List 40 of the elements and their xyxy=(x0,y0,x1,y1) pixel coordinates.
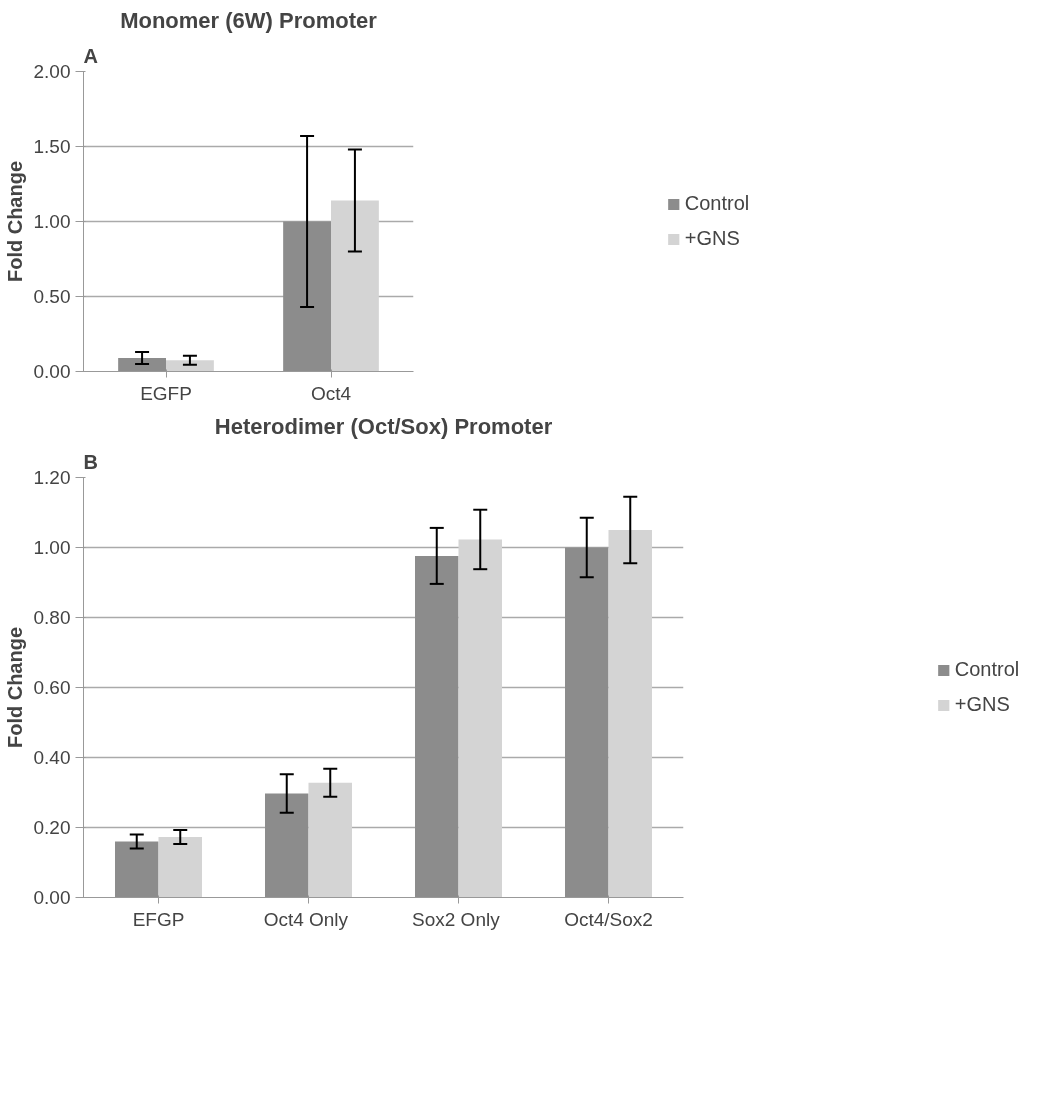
y-tick-label: 0.60 xyxy=(33,677,71,698)
bar xyxy=(166,360,214,372)
bar xyxy=(415,555,459,898)
x-tick-label: Sox2 Only xyxy=(412,908,501,930)
y-tick-label: 2.00 xyxy=(33,61,71,82)
y-tick-label: 0.80 xyxy=(33,607,71,628)
bar xyxy=(308,782,352,898)
bar xyxy=(283,221,331,372)
legend-label: Control xyxy=(684,192,750,215)
x-tick-label: EGFP xyxy=(140,382,192,404)
y-tick-label: 0.20 xyxy=(33,817,71,838)
bar xyxy=(265,793,309,898)
x-tick-label: Oct4/Sox2 xyxy=(564,908,653,930)
y-tick-label: 1.00 xyxy=(33,211,71,232)
y-tick-label: 1.00 xyxy=(33,537,71,558)
y-tick-label: 0.50 xyxy=(33,286,71,307)
text: A xyxy=(83,44,98,67)
legend-label: +GNS xyxy=(954,693,1010,716)
y-tick-label: 0.00 xyxy=(33,887,71,908)
y-tick-label: 1.20 xyxy=(33,467,71,488)
x-tick-label: Oct4 Only xyxy=(263,908,349,930)
bar xyxy=(608,530,652,898)
bar xyxy=(158,836,202,898)
chart-title: Monomer (6W) Promoter xyxy=(120,7,378,33)
chart-title: Heterodimer (Oct/Sox) Promoter xyxy=(214,413,553,439)
bar xyxy=(118,358,166,372)
x-tick-label: Oct4 xyxy=(310,382,352,404)
legend-label: Control xyxy=(954,658,1020,681)
bar xyxy=(458,539,502,898)
y-tick-label: 1.50 xyxy=(33,136,71,157)
y-tick-label: 0.40 xyxy=(33,747,71,768)
bar xyxy=(115,841,159,898)
bar xyxy=(565,547,609,898)
x-tick-label: EFGP xyxy=(132,908,185,930)
y-tick-label: 0.00 xyxy=(33,361,71,382)
y-axis-title: Fold Change xyxy=(3,160,26,283)
bar xyxy=(331,200,379,372)
y-axis-title: Fold Change xyxy=(3,626,26,749)
text: B xyxy=(83,450,98,473)
legend-label: +GNS xyxy=(684,227,740,250)
